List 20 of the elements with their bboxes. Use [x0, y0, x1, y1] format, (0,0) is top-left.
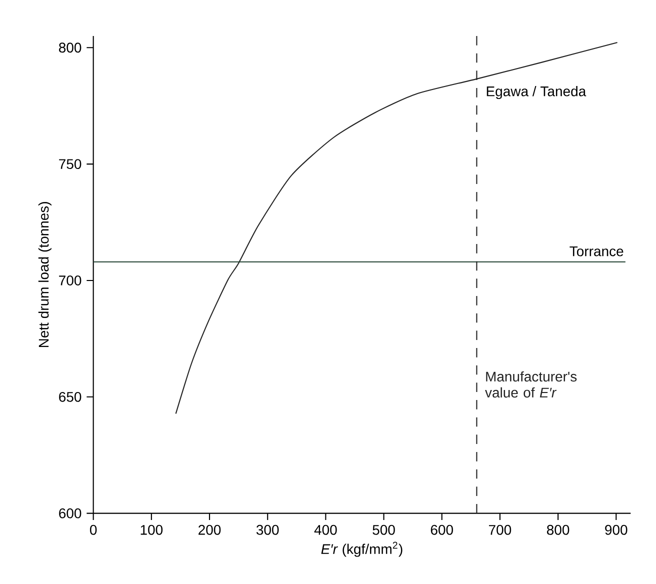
x-tick-label: 0 — [90, 524, 97, 535]
x-tick-label: 800 — [546, 524, 570, 535]
x-tick-label: 200 — [198, 524, 221, 535]
x-tick-label: 700 — [488, 524, 512, 535]
y-tick-label: 650 — [59, 392, 82, 402]
x-tick-label: 500 — [372, 524, 395, 535]
ref-line-label: Manufacturer's value of E′r — [485, 371, 577, 398]
y-tick-label: 700 — [59, 276, 82, 286]
y-axis-title: Nett drum load (tonnes) — [38, 202, 52, 348]
y-tick-label: 750 — [59, 159, 82, 170]
y-tick-label: 800 — [58, 42, 82, 53]
x-tick-label: 600 — [430, 524, 453, 535]
x-axis-title: E′r (kgf/mm$^{2}$) — [321, 542, 402, 557]
y-tick-label: 600 — [59, 508, 82, 518]
x-tick-label: 900 — [605, 524, 628, 535]
x-tick-label: 100 — [140, 524, 163, 535]
x-tick-label: 300 — [256, 524, 279, 535]
x-tick-label: 400 — [314, 524, 337, 535]
series-label: Torrance — [570, 246, 624, 256]
series-label: Egawa / Taneda — [486, 86, 586, 100]
